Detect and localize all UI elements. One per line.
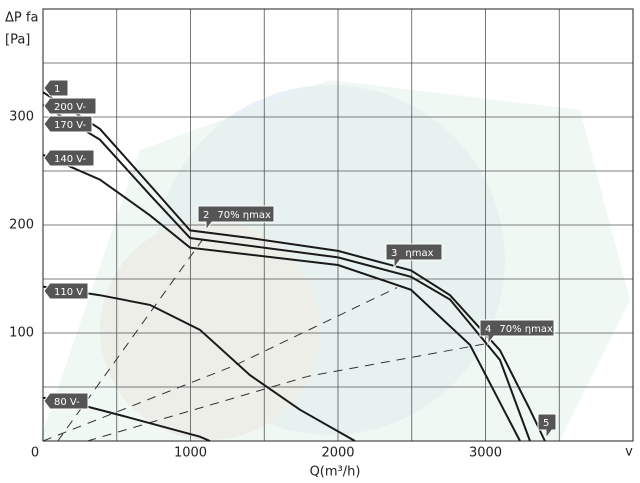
badge-label: 170 V-: [54, 120, 87, 131]
badge-shape: [43, 149, 95, 167]
badge: 4 70% ηmax: [479, 319, 555, 346]
x-axis-end-label: v: [625, 445, 633, 460]
badge-shape: [43, 392, 89, 410]
badge-label: ηmax: [405, 248, 433, 259]
badge: 80 V-: [43, 392, 89, 410]
badge-shape: [43, 97, 97, 115]
y-axis-label: [Pa]: [5, 33, 30, 48]
badge-shape: [385, 243, 443, 270]
badge-shape: [479, 319, 555, 346]
badge-label: 200 V-: [54, 102, 87, 113]
x-tick-label: 1000: [174, 446, 207, 461]
x-tick-label: 0: [31, 446, 39, 461]
fan-curve: [42, 285, 356, 442]
y-tick-label: 100: [9, 326, 34, 341]
badge-label: 110 V: [54, 287, 83, 298]
badge: 3 ηmax: [385, 243, 443, 270]
badge-label: 4: [485, 324, 491, 335]
x-tick-label: 3000: [469, 446, 502, 461]
efficiency-line: [57, 235, 206, 442]
y-tick-label: 200: [9, 218, 34, 233]
badge-label: 80 V-: [54, 397, 80, 408]
y-axis-label: ΔP fa: [5, 11, 38, 26]
badge-label: 1: [54, 84, 60, 95]
badge: 200 V-: [43, 97, 97, 115]
efficiency-line: [87, 343, 486, 442]
y-tick-label: 300: [9, 110, 34, 125]
badge-label: 3: [391, 248, 397, 259]
badge-label: 140 V-: [54, 154, 87, 165]
fan-curve: [42, 91, 546, 442]
badge-label: 5: [543, 418, 549, 429]
badge-label: 70% ηmax: [499, 324, 553, 335]
x-tick-label: 2000: [321, 446, 354, 461]
badge: 170 V-: [43, 115, 93, 133]
watermark: [40, 80, 630, 440]
fan-curve: [42, 153, 521, 442]
badge: 5: [537, 413, 557, 440]
efficiency-line: [42, 287, 398, 442]
x-axis-label: Q(m³/h): [310, 465, 361, 480]
badge-label: 2: [203, 210, 209, 221]
badge-shape: [537, 413, 557, 440]
badge: 2 70% ηmax: [197, 205, 275, 232]
badge-shape: [43, 115, 93, 133]
plot-frame: [42, 8, 634, 442]
badge: 140 V-: [43, 149, 95, 167]
badge-shape: [43, 79, 69, 97]
badge-shape: [43, 282, 89, 300]
badge: 110 V: [43, 282, 89, 300]
fan-curve: [42, 104, 531, 442]
badge-shape: [197, 205, 275, 232]
badge: 1: [43, 79, 69, 97]
badge-label: 70% ηmax: [217, 210, 271, 221]
